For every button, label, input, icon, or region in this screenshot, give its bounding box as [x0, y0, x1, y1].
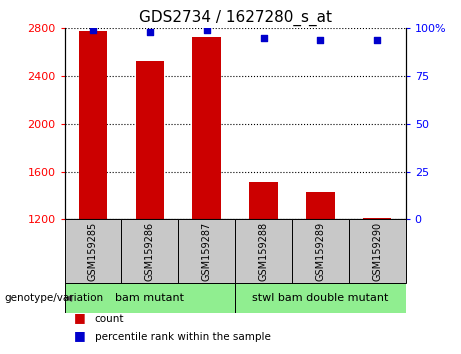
- Text: stwl bam double mutant: stwl bam double mutant: [252, 293, 389, 303]
- Point: [146, 29, 154, 35]
- Text: GSM159290: GSM159290: [372, 222, 382, 281]
- Bar: [79, 31, 107, 219]
- Text: GSM159285: GSM159285: [88, 222, 98, 281]
- Text: GSM159289: GSM159289: [315, 222, 325, 281]
- Bar: [249, 182, 278, 219]
- Bar: [121, 219, 178, 283]
- Text: bam mutant: bam mutant: [115, 293, 184, 303]
- Text: GSM159286: GSM159286: [145, 222, 155, 281]
- Bar: [65, 283, 235, 313]
- Text: percentile rank within the sample: percentile rank within the sample: [95, 332, 271, 342]
- Bar: [193, 37, 221, 219]
- Text: ■: ■: [74, 311, 85, 324]
- Bar: [349, 219, 406, 283]
- Text: GSM159287: GSM159287: [201, 222, 212, 281]
- Bar: [235, 219, 292, 283]
- Point: [260, 35, 267, 41]
- Text: count: count: [95, 314, 124, 324]
- Text: GSM159288: GSM159288: [259, 222, 269, 281]
- Bar: [65, 219, 121, 283]
- Bar: [178, 219, 235, 283]
- Point: [373, 37, 381, 42]
- Bar: [235, 283, 406, 313]
- Text: ■: ■: [74, 329, 85, 342]
- Text: genotype/variation: genotype/variation: [5, 293, 104, 303]
- Bar: [363, 218, 391, 219]
- Bar: [136, 61, 164, 219]
- Point: [89, 27, 97, 33]
- Point: [203, 27, 210, 33]
- Bar: [292, 219, 349, 283]
- Title: GDS2734 / 1627280_s_at: GDS2734 / 1627280_s_at: [139, 9, 331, 25]
- Bar: [306, 192, 335, 219]
- Point: [317, 37, 324, 42]
